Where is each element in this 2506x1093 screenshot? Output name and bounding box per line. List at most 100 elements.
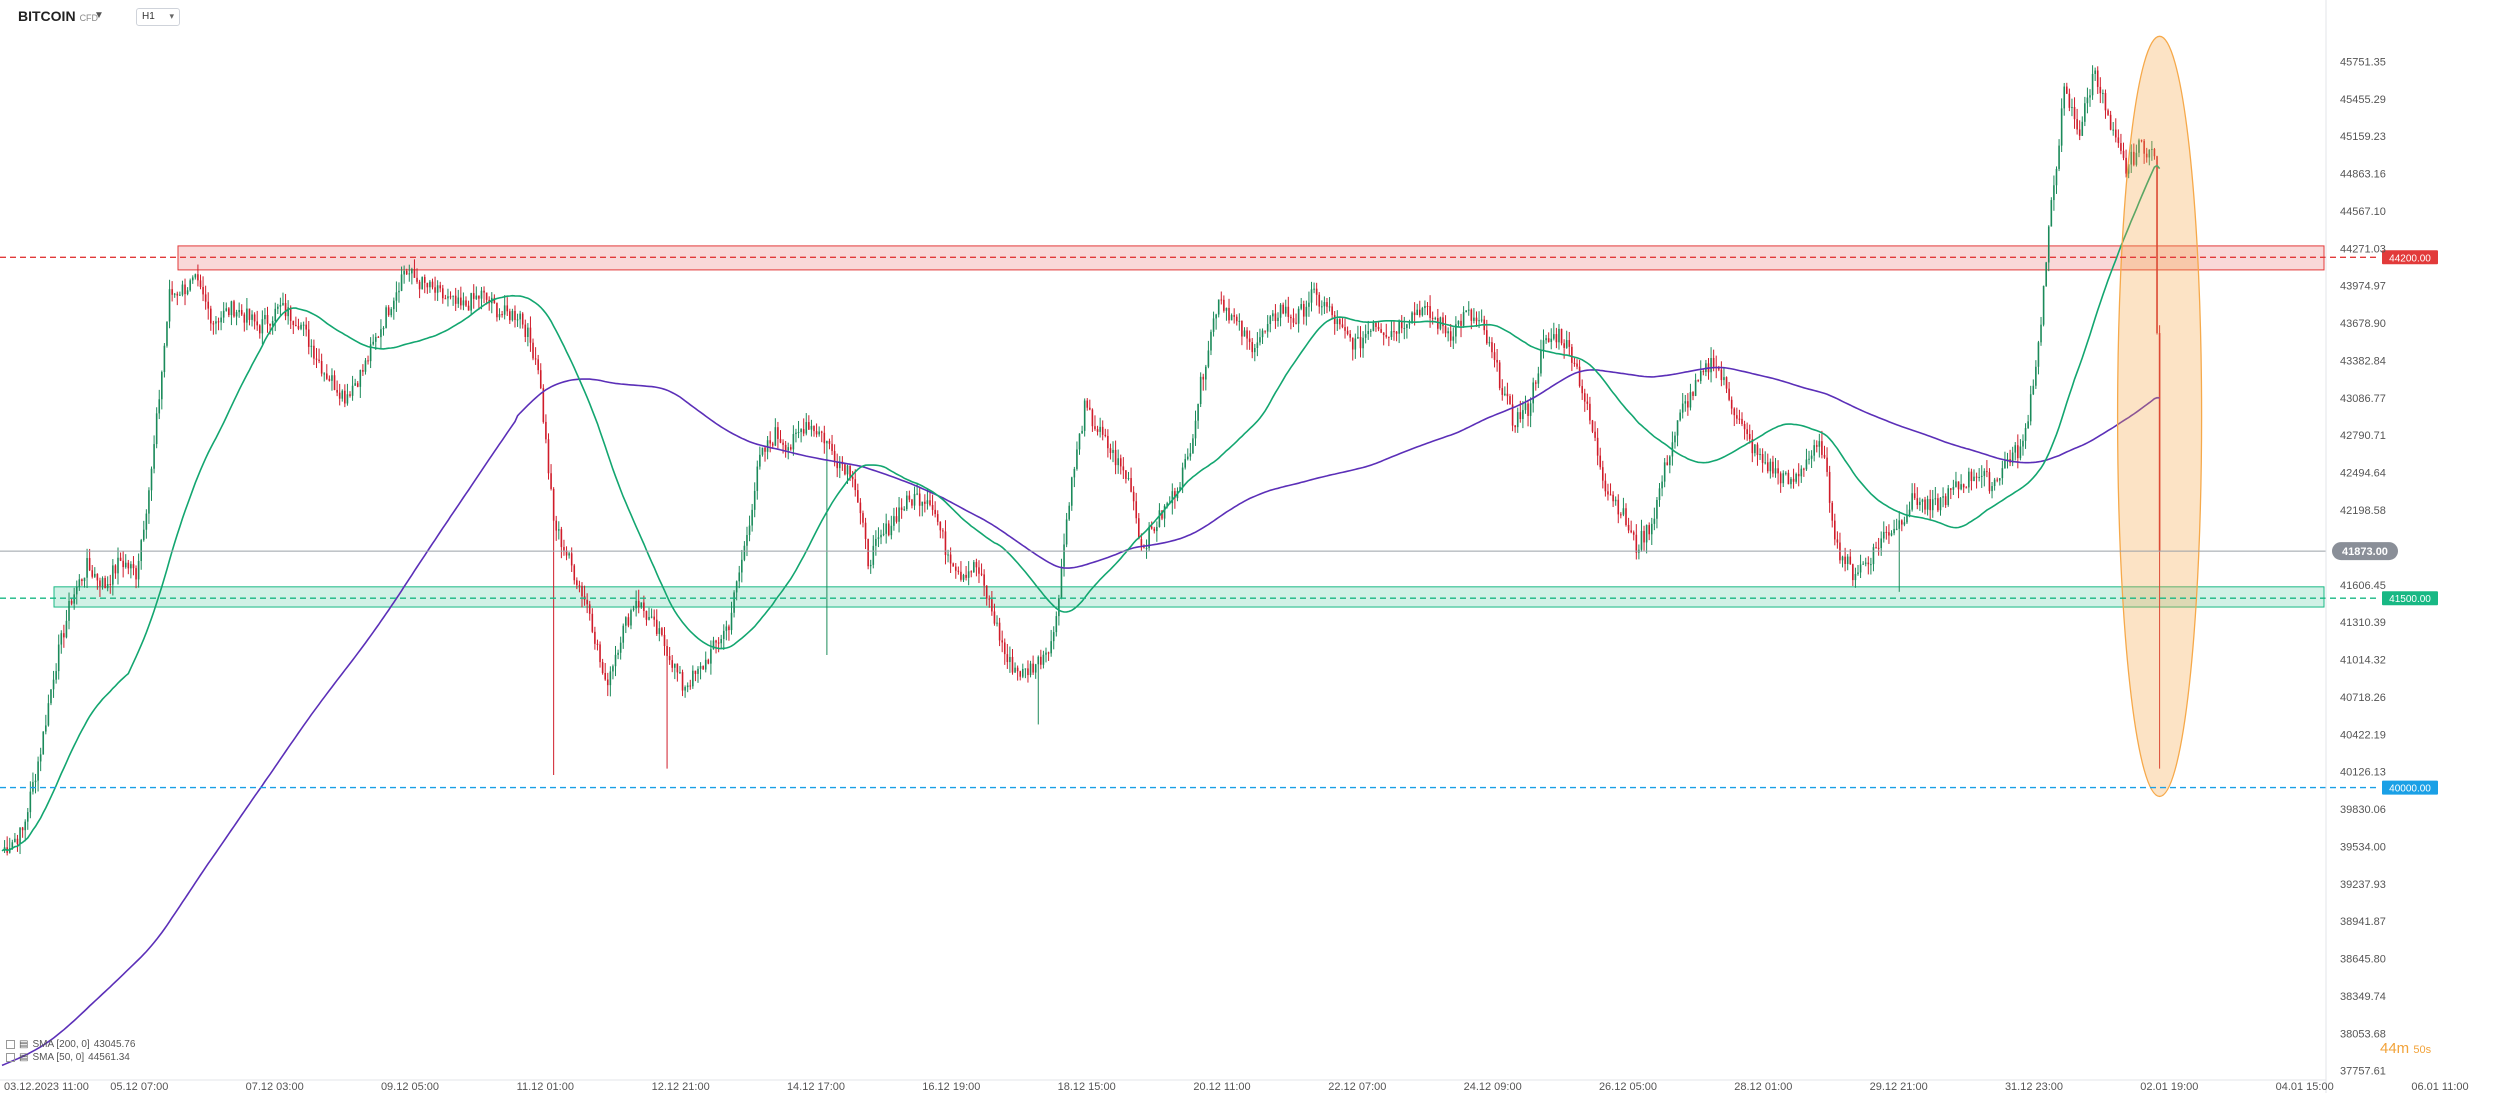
candle-body bbox=[1777, 468, 1779, 474]
eye-icon[interactable]: ▤ bbox=[19, 1039, 29, 1050]
candle-body bbox=[800, 429, 802, 433]
candle bbox=[47, 694, 50, 727]
candle bbox=[478, 295, 480, 310]
symbol-title[interactable]: BITCOIN CFD bbox=[18, 8, 99, 24]
candle bbox=[8, 837, 11, 854]
candle bbox=[1261, 328, 1264, 344]
candle bbox=[1903, 516, 1906, 527]
candle bbox=[1421, 306, 1424, 317]
candle bbox=[2117, 129, 2120, 148]
candle-body bbox=[1650, 523, 1653, 535]
candle-body bbox=[2011, 452, 2014, 463]
candle bbox=[475, 286, 478, 300]
candle bbox=[305, 317, 307, 337]
price-axis[interactable]: 45751.3545455.2945159.2344863.1644567.10… bbox=[2325, 0, 2386, 1093]
candle-body bbox=[1290, 316, 1292, 319]
candle bbox=[1573, 358, 1576, 367]
candle bbox=[983, 569, 985, 597]
candle bbox=[1323, 296, 1326, 314]
price-tick-label: 44567.10 bbox=[2340, 206, 2386, 218]
candle-body bbox=[434, 287, 436, 293]
candle bbox=[1854, 567, 1857, 588]
candle-body bbox=[1099, 426, 1101, 432]
candle-body bbox=[952, 563, 954, 567]
time-tick-label: 04.01 15:00 bbox=[2276, 1081, 2334, 1093]
candle-body bbox=[1602, 467, 1604, 481]
candle-body bbox=[16, 838, 19, 844]
chevron-down-icon[interactable]: ▼ bbox=[94, 10, 104, 21]
candle bbox=[264, 307, 266, 325]
candle bbox=[199, 274, 202, 290]
candle bbox=[14, 832, 16, 843]
legend-item-sma50[interactable]: ▤ SMA [50, 0] 44561.34 bbox=[6, 1051, 135, 1064]
candle bbox=[1859, 554, 1862, 579]
candle-body bbox=[1326, 302, 1328, 307]
candle-body bbox=[1426, 305, 1429, 307]
candle-body bbox=[475, 295, 478, 299]
candle-body bbox=[2156, 156, 2158, 334]
legend-item-sma200[interactable]: ▤ SMA [200, 0] 43045.76 bbox=[6, 1038, 135, 1051]
candle bbox=[960, 561, 962, 582]
candle-body bbox=[795, 432, 797, 435]
candle-body bbox=[328, 378, 331, 381]
candle bbox=[1375, 321, 1377, 332]
candle-body bbox=[851, 476, 854, 480]
candle bbox=[509, 308, 511, 324]
candle bbox=[1862, 561, 1864, 565]
time-axis[interactable]: 03.12.2023 11:00 05.12 07:00 07.12 03:00 09… bbox=[0, 1079, 2469, 1093]
candle bbox=[1014, 662, 1016, 673]
candle bbox=[1272, 310, 1274, 322]
candle-body bbox=[1333, 315, 1336, 325]
candle-body bbox=[1107, 435, 1109, 449]
candle-body bbox=[78, 579, 81, 587]
sma-200-line bbox=[1, 366, 2160, 1067]
time-tick-label: 28.12 01:00 bbox=[1734, 1081, 1792, 1093]
candle bbox=[2109, 110, 2112, 131]
candle-body bbox=[282, 303, 284, 305]
timeframe-select[interactable]: H1 ▾ bbox=[136, 8, 180, 26]
candle bbox=[210, 305, 212, 331]
candle-body bbox=[2047, 226, 2050, 263]
candle-body bbox=[1068, 505, 1070, 520]
candle bbox=[1620, 512, 1622, 519]
candle bbox=[390, 307, 393, 318]
candle-body bbox=[704, 659, 707, 670]
candle bbox=[2089, 89, 2091, 107]
candle-body bbox=[1457, 320, 1460, 325]
candle-body bbox=[1437, 318, 1439, 329]
candle bbox=[1284, 299, 1287, 317]
candle-body bbox=[1127, 478, 1130, 480]
candle-body bbox=[326, 373, 328, 379]
candle-body bbox=[2053, 185, 2055, 201]
candle-body bbox=[137, 560, 140, 580]
candle-body bbox=[596, 643, 599, 645]
candle-body bbox=[947, 554, 949, 556]
candle-body bbox=[1101, 426, 1104, 435]
candle bbox=[511, 308, 514, 322]
candle-body bbox=[1991, 486, 1993, 492]
support-zone bbox=[53, 586, 2325, 608]
eye-icon[interactable]: ▤ bbox=[19, 1052, 29, 1063]
candle-body bbox=[26, 812, 29, 822]
candle bbox=[382, 326, 385, 336]
candle bbox=[774, 418, 777, 447]
candle bbox=[1743, 420, 1746, 440]
candle-body bbox=[826, 440, 828, 444]
candle bbox=[2076, 108, 2078, 135]
candle-body bbox=[331, 375, 333, 381]
candle bbox=[1555, 327, 1558, 349]
candle bbox=[1810, 450, 1813, 469]
candle bbox=[1924, 496, 1926, 515]
candle bbox=[1870, 557, 1872, 575]
candle-body bbox=[1632, 532, 1635, 535]
candle bbox=[1542, 329, 1545, 359]
candle bbox=[1184, 453, 1186, 470]
candle-body bbox=[1748, 434, 1751, 440]
candle-body bbox=[1898, 520, 1901, 529]
candle bbox=[1406, 323, 1408, 339]
candle-body bbox=[104, 578, 106, 589]
candle-body bbox=[694, 670, 697, 674]
candle-body bbox=[606, 679, 609, 686]
price-tick-label: 43974.97 bbox=[2340, 281, 2386, 293]
